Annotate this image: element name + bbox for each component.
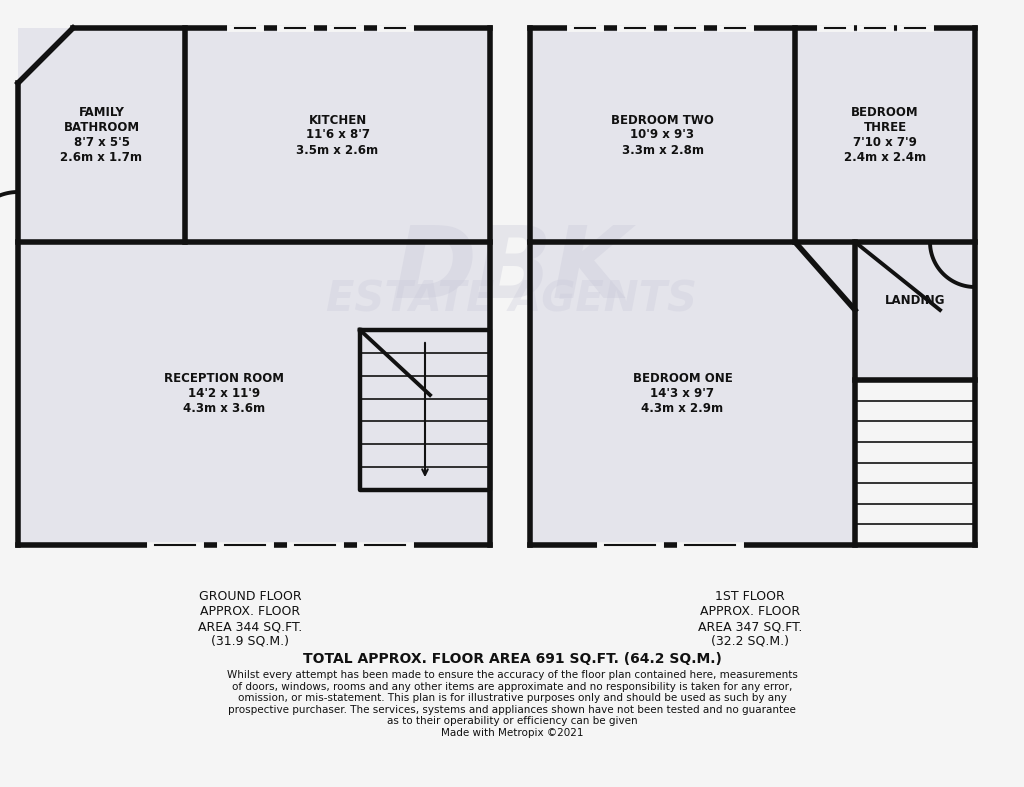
Text: Whilst every attempt has been made to ensure the accuracy of the floor plan cont: Whilst every attempt has been made to en… bbox=[226, 670, 798, 738]
Bar bbox=[18, 28, 185, 242]
Text: 1ST FLOOR
APPROX. FLOOR
AREA 347 SQ.FT.
(32.2 SQ.M.): 1ST FLOOR APPROX. FLOOR AREA 347 SQ.FT. … bbox=[697, 590, 802, 648]
Text: DBK: DBK bbox=[393, 221, 631, 319]
Bar bbox=[185, 28, 490, 242]
Text: GROUND FLOOR
APPROX. FLOOR
AREA 344 SQ.FT.
(31.9 SQ.M.): GROUND FLOOR APPROX. FLOOR AREA 344 SQ.F… bbox=[198, 590, 302, 648]
Text: BEDROOM ONE
14'3 x 9'7
4.3m x 2.9m: BEDROOM ONE 14'3 x 9'7 4.3m x 2.9m bbox=[633, 372, 732, 415]
Text: LANDING: LANDING bbox=[885, 294, 945, 308]
Text: TOTAL APPROX. FLOOR AREA 691 SQ.FT. (64.2 SQ.M.): TOTAL APPROX. FLOOR AREA 691 SQ.FT. (64.… bbox=[302, 652, 722, 666]
Text: FAMILY
BATHROOM
8'7 x 5'5
2.6m x 1.7m: FAMILY BATHROOM 8'7 x 5'5 2.6m x 1.7m bbox=[60, 106, 142, 164]
Bar bbox=[795, 28, 975, 242]
Bar bbox=[530, 242, 855, 545]
Bar bbox=[855, 242, 975, 380]
Text: BEDROOM TWO
10'9 x 9'3
3.3m x 2.8m: BEDROOM TWO 10'9 x 9'3 3.3m x 2.8m bbox=[611, 113, 714, 157]
Text: ESTATE AGENTS: ESTATE AGENTS bbox=[327, 279, 697, 321]
Bar bbox=[18, 242, 490, 545]
Text: BEDROOM
THREE
7'10 x 7'9
2.4m x 2.4m: BEDROOM THREE 7'10 x 7'9 2.4m x 2.4m bbox=[844, 106, 926, 164]
Text: KITCHEN
11'6 x 8'7
3.5m x 2.6m: KITCHEN 11'6 x 8'7 3.5m x 2.6m bbox=[296, 113, 379, 157]
Bar bbox=[530, 28, 795, 242]
Text: RECEPTION ROOM
14'2 x 11'9
4.3m x 3.6m: RECEPTION ROOM 14'2 x 11'9 4.3m x 3.6m bbox=[164, 372, 284, 415]
